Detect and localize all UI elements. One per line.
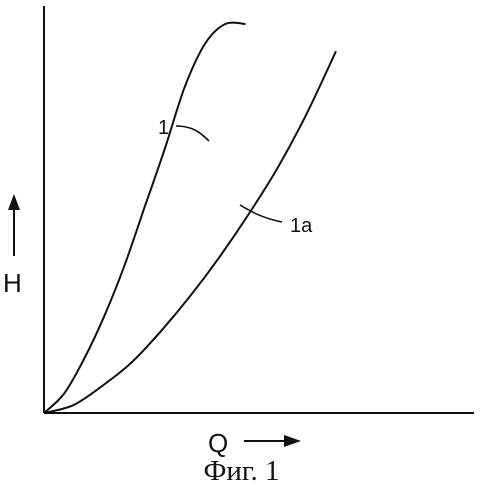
x-arrow-icon <box>284 435 301 447</box>
curve-label-1a: 1a <box>290 215 313 237</box>
figure-caption: Фиг. 1 <box>0 455 483 488</box>
y-axis-label: H <box>3 268 22 298</box>
x-axis-label: Q <box>208 428 228 458</box>
leader-line-1 <box>176 126 209 141</box>
curve-label-1: 1 <box>158 117 169 139</box>
y-arrow-icon <box>8 194 20 210</box>
curve-1 <box>44 23 246 413</box>
